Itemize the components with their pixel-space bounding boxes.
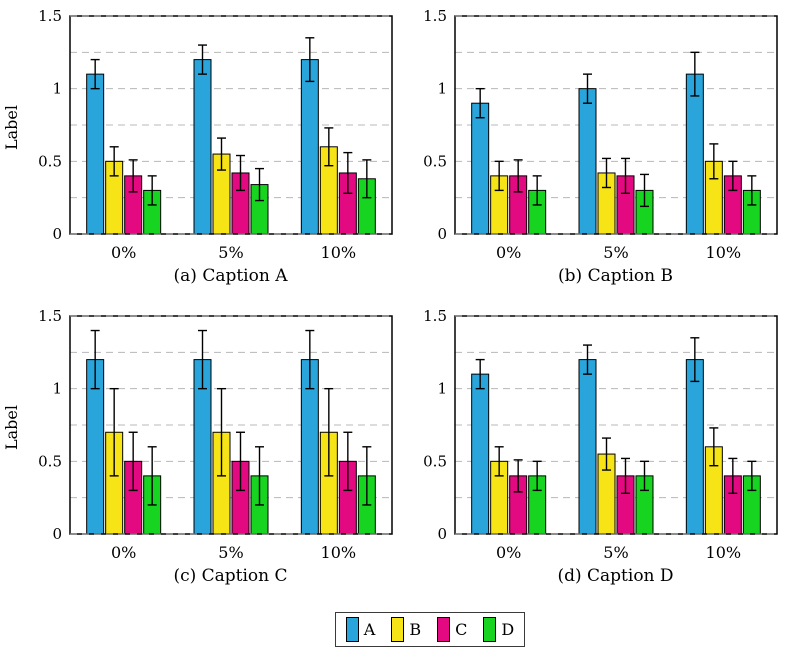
y-axis-title-box-c: Label [0,302,24,552]
legend-label: B [409,620,422,639]
caption-b: (b) Caption B [558,266,673,286]
y-tick-label: 0.5 [38,152,62,170]
y-tick-label: 1.5 [38,7,62,25]
y-tick-label: 0 [52,525,62,543]
bar-a-A-0% [85,73,104,235]
plot-svg-a: 0% 5% 10% 0 0.5 1 1.5 [38,7,393,262]
bar-a-A-10% [300,59,319,235]
bar-d-A-5% [578,359,596,535]
y-tick-label: 1.5 [423,7,447,25]
legend-label: D [501,620,515,639]
legend: A B C D [334,612,526,647]
x-tick-label: 10% [705,543,741,562]
y-axis-title-box-a: Label [0,2,24,252]
y-tick-label: 1.5 [423,307,447,325]
legend-label: A [363,620,376,639]
y-tick-label: 0.5 [423,152,447,170]
legend-item-B: B [391,617,421,642]
x-tick-label: 5% [218,243,243,262]
x-tick-label: 10% [320,543,356,562]
x-tick-label: 5% [218,543,243,562]
bar-a-A-5% [193,59,211,235]
x-tick-label: 0% [495,243,520,262]
y-tick-label: 1 [52,380,62,398]
y-tick-label: 0 [437,525,447,543]
legend-swatch-B [391,617,405,642]
bar-d-A-10% [685,359,704,535]
caption-c: (c) Caption C [173,566,288,586]
plot-svg-d: 0% 5% 10% 0 0.5 1 1.5 [423,307,778,562]
y-tick-label: 0 [437,225,447,243]
y-axis-title: Label [2,404,21,450]
bar-b-A-0% [470,102,489,235]
x-tick-label: 10% [705,243,741,262]
x-tick-label: 0% [110,543,135,562]
legend-swatch-C [437,617,451,642]
y-axis-title: Label [2,104,21,150]
legend-item-A: A [345,617,376,642]
x-tick-label: 10% [320,243,356,262]
x-tick-label: 0% [110,243,135,262]
chart-cell-c: Label 0% 5% 10% 0 0.5 1 1.5 (c) Caption C [0,302,397,586]
legend-item-D: D [483,617,514,642]
y-tick-label: 1 [437,380,447,398]
x-tick-label: 5% [603,543,628,562]
y-tick-label: 0 [52,225,62,243]
chart-cell-a: Label 0% 5% 10% 0 0.5 1 1.5 (a) Caption A [0,2,397,286]
legend-label: C [455,620,468,639]
charts-grid: Label 0% 5% 10% 0 0.5 1 1.5 (a) Caption A 0% 5%… [0,2,794,586]
y-tick-label: 0.5 [38,452,62,470]
plot-svg-b: 0% 5% 10% 0 0.5 1 1.5 [423,7,778,262]
y-tick-label: 0.5 [423,452,447,470]
y-tick-label: 1 [437,80,447,98]
chart-cell-b: 0% 5% 10% 0 0.5 1 1.5 (b) Caption B [397,2,794,286]
bar-b-A-10% [685,73,704,235]
caption-d: (d) Caption D [557,566,674,586]
y-tick-label: 1.5 [38,307,62,325]
legend-swatch-D [483,617,497,642]
plot-svg-c: 0% 5% 10% 0 0.5 1 1.5 [38,307,393,562]
legend-swatch-A [345,617,359,642]
y-tick-label: 1 [52,80,62,98]
bar-d-A-0% [470,373,489,535]
caption-a: (a) Caption A [173,266,288,286]
bar-b-A-5% [578,88,596,235]
x-tick-label: 5% [603,243,628,262]
legend-item-C: C [437,617,467,642]
chart-cell-d: 0% 5% 10% 0 0.5 1 1.5 (d) Caption D [397,302,794,586]
x-tick-label: 0% [495,543,520,562]
